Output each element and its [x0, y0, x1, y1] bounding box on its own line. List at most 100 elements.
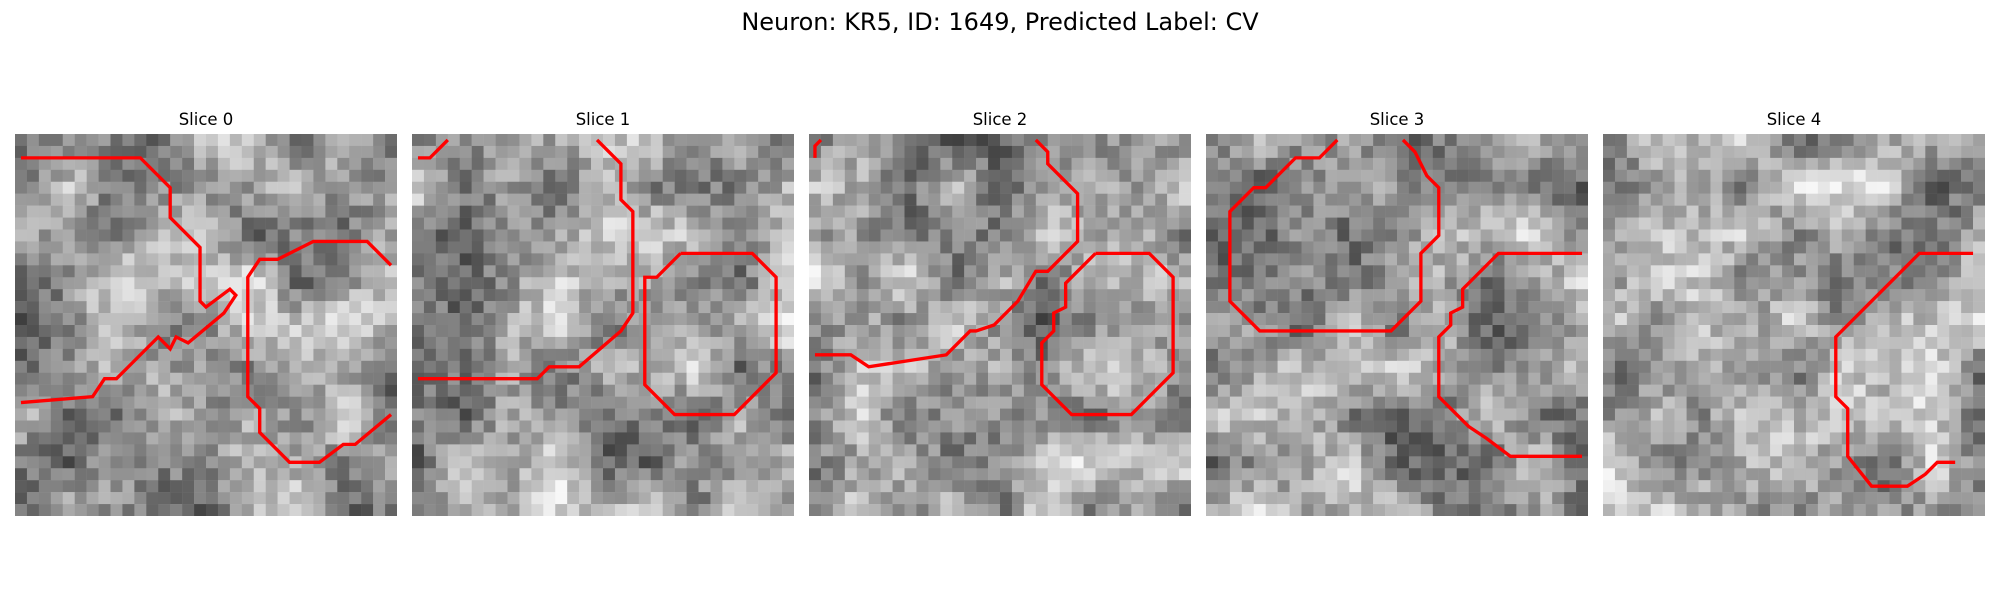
- pixel: [710, 480, 723, 493]
- pixel: [976, 420, 989, 433]
- pixel: [1289, 348, 1302, 362]
- pixel: [758, 193, 771, 206]
- pixel: [1913, 408, 1926, 421]
- pixel: [325, 277, 338, 290]
- pixel: [301, 480, 314, 493]
- pixel: [15, 408, 28, 421]
- pixel: [289, 348, 302, 362]
- pixel: [626, 480, 640, 493]
- pixel: [603, 468, 616, 481]
- pixel: [1865, 348, 1878, 362]
- pixel: [1095, 169, 1108, 182]
- pixel: [1564, 193, 1577, 206]
- pixel: [361, 372, 374, 385]
- pixel: [74, 145, 87, 159]
- pixel: [770, 420, 783, 433]
- pixel: [1853, 157, 1866, 171]
- pixel: [50, 145, 63, 159]
- pixel: [1662, 372, 1675, 385]
- pixel: [1576, 205, 1588, 218]
- pixel: [770, 181, 783, 194]
- pixel: [1313, 301, 1326, 314]
- pixel: [820, 468, 834, 481]
- slice-image: [412, 134, 794, 516]
- slice-title: Slice 4: [1766, 110, 1822, 129]
- pixel: [1444, 504, 1457, 516]
- pixel: [1047, 348, 1060, 362]
- pixel: [662, 468, 675, 481]
- pixel: [674, 145, 687, 159]
- pixel: [1131, 372, 1144, 385]
- pixel: [98, 157, 111, 171]
- pixel: [349, 181, 362, 194]
- pixel: [483, 444, 496, 457]
- pixel: [1107, 396, 1120, 409]
- pixel: [868, 408, 881, 421]
- pixel: [698, 396, 711, 409]
- pixel: [591, 253, 604, 266]
- pixel: [217, 205, 231, 218]
- pixel: [1662, 456, 1675, 469]
- pixel: [194, 468, 207, 481]
- pixel: [1937, 432, 1950, 445]
- pixel: [880, 408, 893, 421]
- pixel: [182, 480, 195, 493]
- pixel: [892, 217, 905, 230]
- pixel: [1059, 265, 1072, 278]
- pixel: [770, 145, 783, 159]
- pixel: [892, 372, 905, 385]
- pixel: [385, 265, 397, 278]
- pixel: [856, 301, 869, 314]
- pixel: [591, 480, 604, 493]
- pixel: [856, 432, 869, 445]
- pixel: [289, 301, 302, 314]
- pixel: [650, 205, 663, 218]
- pixel: [1095, 277, 1108, 290]
- pixel: [614, 492, 628, 505]
- pixel: [217, 265, 231, 278]
- pixel: [650, 432, 663, 445]
- pixel: [1516, 360, 1529, 373]
- pixel: [856, 325, 869, 338]
- pixel: [940, 193, 953, 206]
- pixel: [1576, 396, 1588, 409]
- pixel: [15, 336, 28, 350]
- pixel: [74, 348, 87, 362]
- pixel: [579, 253, 592, 266]
- pixel: [170, 301, 183, 314]
- pixel: [1614, 408, 1628, 421]
- pixel: [1528, 134, 1541, 147]
- pixel: [1504, 217, 1517, 230]
- pixel: [1552, 504, 1565, 516]
- pixel: [1865, 241, 1878, 254]
- pixel: [976, 277, 989, 290]
- pixel: [1480, 181, 1493, 194]
- pixel: [1829, 181, 1842, 194]
- pixel: [567, 229, 580, 242]
- pixel: [650, 492, 663, 505]
- pixel: [1686, 277, 1699, 290]
- pixel: [1853, 384, 1866, 397]
- pixel: [940, 325, 953, 338]
- pixel: [1253, 169, 1266, 182]
- pixel: [1071, 468, 1084, 481]
- pixel: [746, 468, 759, 481]
- pixel: [650, 313, 663, 326]
- pixel: [1277, 217, 1290, 230]
- pixel: [337, 468, 350, 481]
- pixel: [1397, 241, 1410, 254]
- pixel: [483, 145, 496, 159]
- pixel: [194, 145, 207, 159]
- pixel: [746, 480, 759, 493]
- pixel: [1949, 420, 1962, 433]
- pixel: [1973, 169, 1985, 182]
- pixel: [579, 444, 592, 457]
- pixel: [447, 336, 460, 350]
- pixel: [531, 432, 544, 445]
- pixel: [662, 134, 675, 147]
- pixel: [1444, 384, 1457, 397]
- pixel: [1480, 468, 1493, 481]
- pixel: [856, 241, 869, 254]
- pixel: [134, 384, 147, 397]
- pixel: [1397, 360, 1410, 373]
